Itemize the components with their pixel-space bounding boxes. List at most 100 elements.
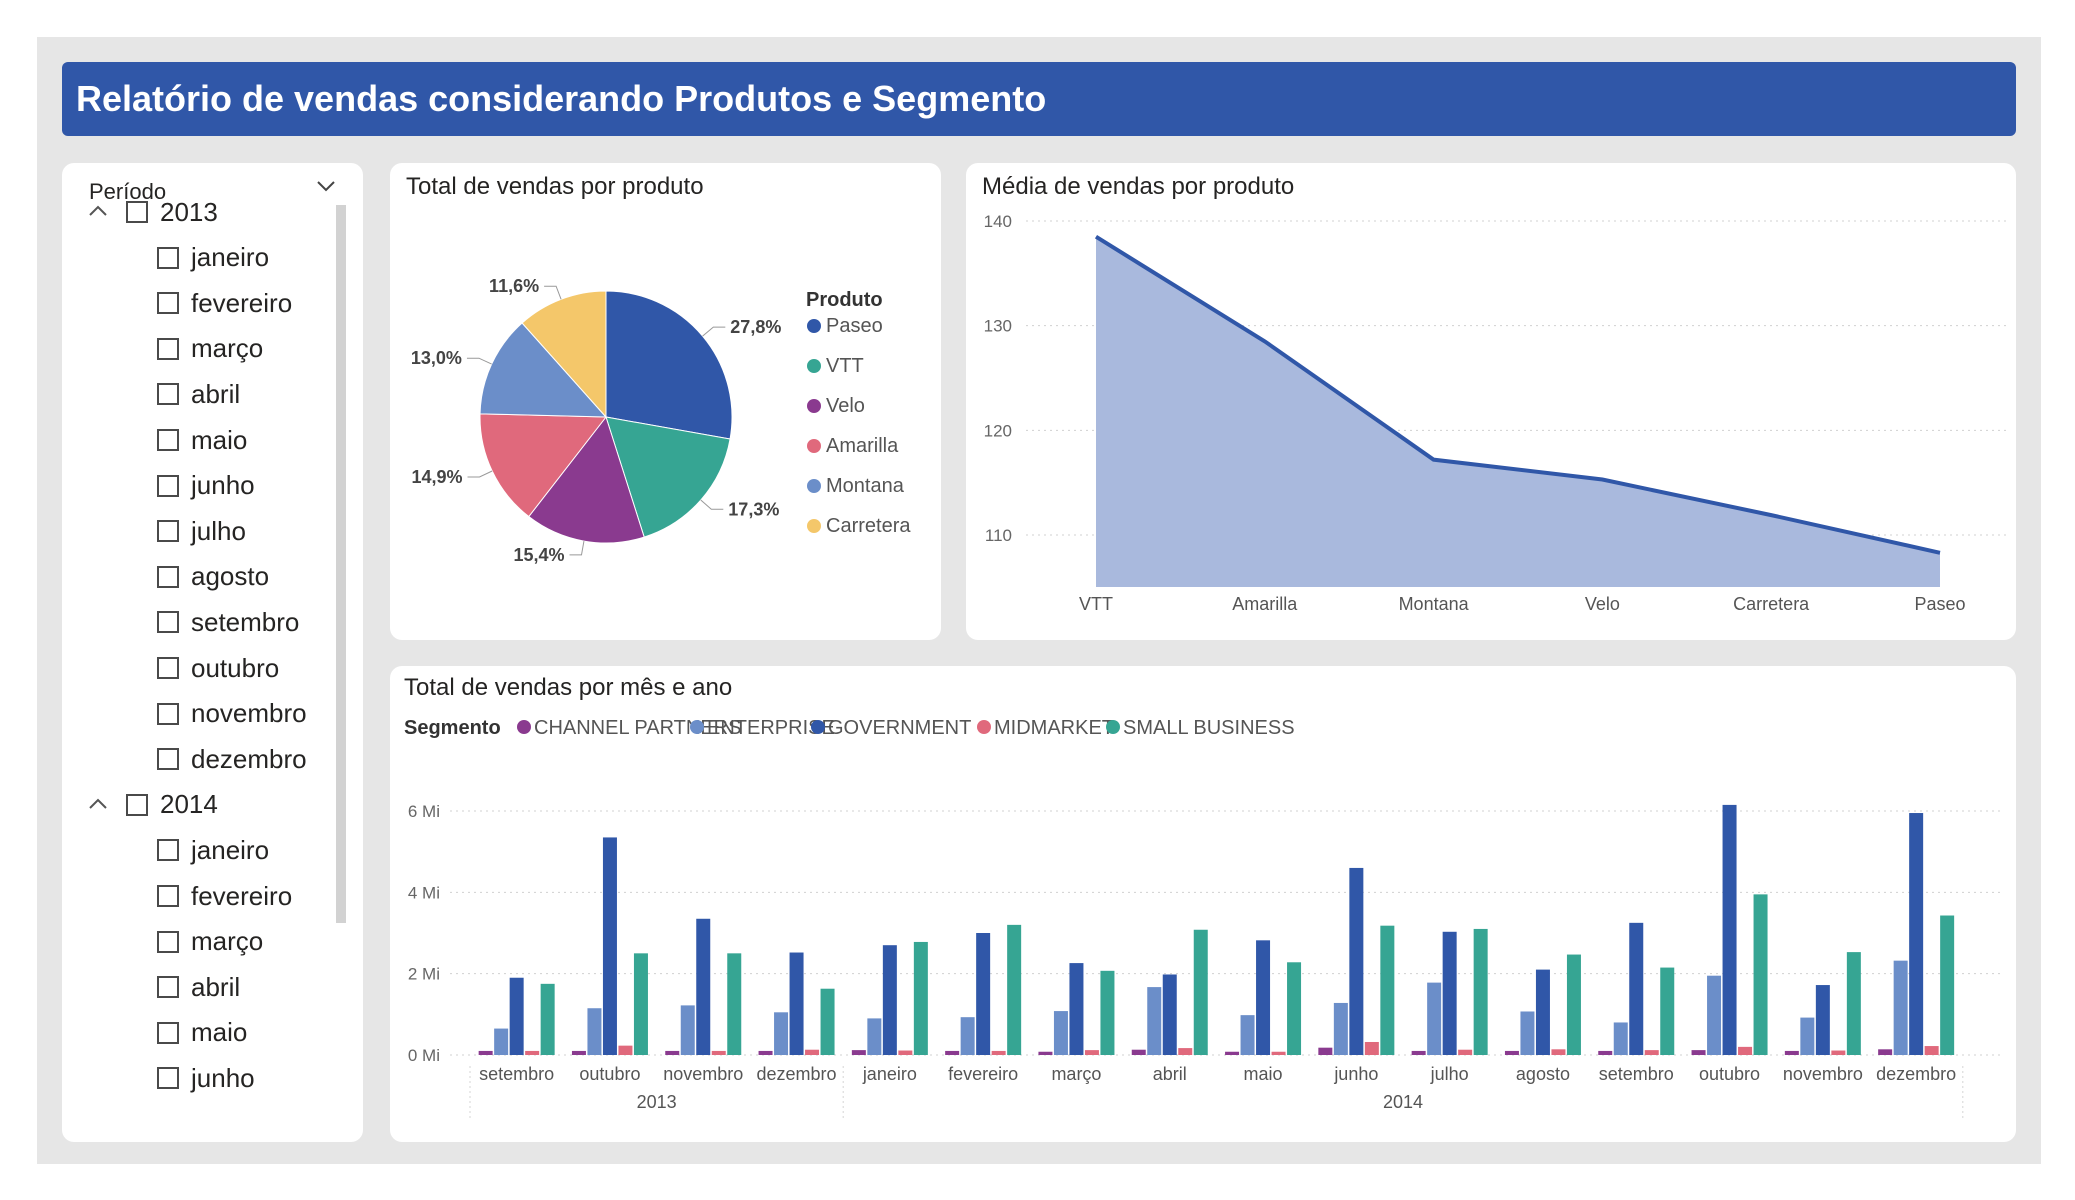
bar[interactable] [1069, 963, 1084, 1055]
bar[interactable] [1909, 813, 1924, 1055]
slicer-month-item[interactable]: fevereiro [157, 286, 292, 320]
bar[interactable] [1691, 1050, 1706, 1055]
bar[interactable] [1287, 962, 1302, 1055]
slicer-month-item[interactable]: fevereiro [157, 879, 292, 913]
slicer-month-item[interactable]: abril [157, 970, 240, 1004]
checkbox[interactable] [157, 474, 179, 497]
checkbox[interactable] [157, 839, 179, 862]
checkbox[interactable] [157, 292, 179, 315]
slicer-month-item[interactable]: junho [157, 1061, 255, 1095]
bar[interactable] [1318, 1047, 1333, 1055]
slicer-month-item[interactable]: janeiro [157, 241, 269, 275]
chevron-up-icon[interactable] [88, 201, 108, 221]
bar[interactable] [618, 1045, 633, 1055]
bar[interactable] [1535, 969, 1550, 1055]
checkbox[interactable] [157, 1067, 179, 1090]
bar[interactable] [602, 837, 617, 1055]
area-line[interactable] [1094, 235, 1941, 555]
bar[interactable] [1707, 975, 1722, 1055]
bar[interactable] [1364, 1041, 1379, 1055]
bar[interactable] [774, 1012, 789, 1055]
bar[interactable] [960, 1017, 975, 1055]
checkbox[interactable] [157, 657, 179, 679]
slicer-month-item[interactable]: maio [157, 423, 247, 457]
slicer-month-item[interactable]: março [157, 925, 263, 959]
bar[interactable] [820, 988, 835, 1055]
bar[interactable] [1225, 1051, 1240, 1055]
slicer-month-item[interactable]: junho [157, 469, 255, 503]
bar[interactable] [727, 953, 742, 1055]
bar[interactable] [945, 1050, 960, 1055]
bar[interactable] [1380, 925, 1395, 1055]
bar[interactable] [1940, 915, 1955, 1055]
bar[interactable] [1038, 1051, 1053, 1055]
slicer-month-item[interactable]: março [157, 332, 263, 366]
pie-slice-montana[interactable] [479, 322, 608, 418]
bar[interactable] [1800, 1017, 1815, 1055]
checkbox[interactable] [157, 976, 179, 999]
bar[interactable] [1566, 954, 1581, 1055]
checkbox[interactable] [126, 793, 148, 816]
bar[interactable] [898, 1050, 913, 1055]
bar[interactable] [1644, 1050, 1659, 1055]
bar[interactable] [1753, 894, 1768, 1055]
bar[interactable] [1831, 1050, 1846, 1055]
chevron-up-icon[interactable] [88, 794, 108, 814]
pie-slice-carretera[interactable] [521, 290, 607, 419]
bar[interactable] [789, 952, 804, 1055]
bar[interactable] [758, 1050, 773, 1055]
checkbox[interactable] [157, 565, 179, 588]
bar[interactable] [1613, 1022, 1628, 1055]
bar[interactable] [587, 1008, 602, 1055]
bar[interactable] [882, 945, 897, 1055]
pie-slice-amarilla[interactable] [479, 413, 608, 518]
bar[interactable] [696, 918, 711, 1055]
bar[interactable] [851, 1050, 866, 1055]
checkbox[interactable] [157, 885, 179, 907]
slicer-month-item[interactable]: dezembro [157, 742, 307, 776]
bar[interactable] [1442, 931, 1457, 1055]
slicer-scrollbar[interactable] [336, 205, 346, 923]
bar[interactable] [1256, 940, 1271, 1055]
bar[interactable] [1924, 1046, 1939, 1055]
bar[interactable] [1178, 1048, 1193, 1055]
slicer-month-item[interactable]: novembro [157, 697, 307, 731]
slicer-month-item[interactable]: janeiro [157, 833, 269, 867]
bar[interactable] [571, 1050, 586, 1055]
bar[interactable] [1333, 1002, 1348, 1055]
checkbox[interactable] [157, 246, 179, 269]
bar[interactable] [1271, 1051, 1286, 1055]
checkbox[interactable] [157, 930, 179, 953]
slicer-year-2014[interactable]: 2014 [89, 788, 218, 822]
pie-slice-vtt[interactable] [605, 416, 731, 538]
bar[interactable] [991, 1050, 1006, 1055]
bar[interactable] [1629, 922, 1644, 1055]
bar[interactable] [1738, 1046, 1753, 1055]
bar[interactable] [1722, 804, 1737, 1055]
slicer-month-item[interactable]: agosto [157, 560, 269, 594]
bar[interactable] [1131, 1049, 1146, 1055]
checkbox[interactable] [157, 702, 179, 725]
checkbox[interactable] [157, 520, 179, 543]
bar[interactable] [680, 1005, 695, 1055]
slicer-month-item[interactable]: abril [157, 377, 240, 411]
slicer-month-item[interactable]: setembro [157, 605, 299, 639]
slicer-month-item[interactable]: outubro [157, 651, 279, 685]
bar[interactable] [1193, 929, 1208, 1055]
slicer-month-item[interactable]: maio [157, 1016, 247, 1050]
pie-slice-velo[interactable] [528, 415, 645, 544]
bar[interactable] [805, 1049, 820, 1055]
checkbox[interactable] [157, 748, 179, 771]
bar[interactable] [494, 1028, 509, 1055]
bar[interactable] [1411, 1050, 1426, 1055]
bar[interactable] [1784, 1050, 1799, 1055]
bar[interactable] [1893, 960, 1908, 1055]
slicer-month-item[interactable]: julho [157, 514, 246, 548]
bar[interactable] [1878, 1049, 1893, 1055]
bar[interactable] [540, 983, 555, 1055]
slicer-year-2013[interactable]: 2013 [89, 195, 218, 229]
bar[interactable] [867, 1018, 882, 1055]
bar[interactable] [1007, 924, 1022, 1055]
checkbox[interactable] [157, 383, 179, 406]
bar[interactable] [1520, 1011, 1535, 1055]
